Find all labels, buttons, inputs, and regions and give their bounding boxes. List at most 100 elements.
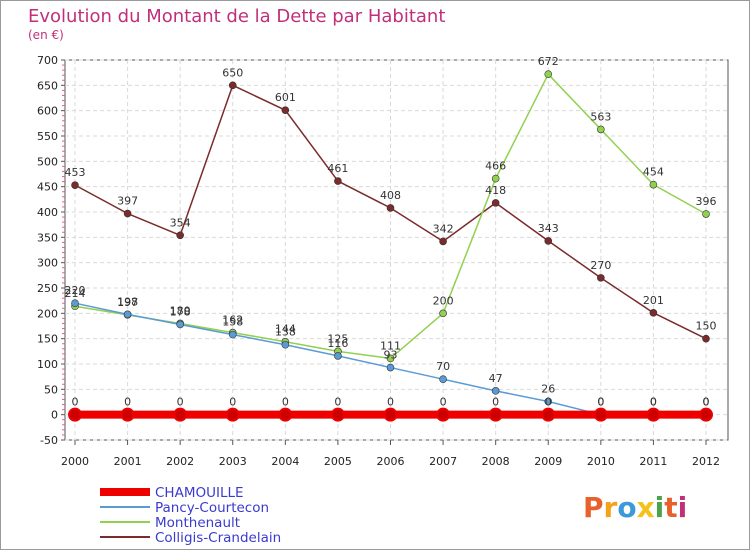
data-label: 563 [590, 110, 611, 123]
data-point [383, 407, 398, 422]
data-label: 111 [380, 339, 401, 352]
y-tick-label: 400 [37, 206, 58, 219]
data-label: 461 [327, 162, 348, 175]
legend-label: Colligis-Crandelain [155, 530, 281, 546]
data-label: 0 [545, 396, 552, 409]
chart-title: Evolution du Montant de la Dette par Hab… [28, 6, 445, 27]
data-point [649, 309, 658, 317]
data-point [173, 407, 188, 422]
data-label: 0 [334, 396, 341, 409]
y-tick-label: 700 [37, 54, 58, 67]
data-point [699, 407, 713, 422]
data-label: 397 [117, 195, 138, 208]
data-point [702, 334, 710, 343]
data-label: 418 [485, 184, 506, 197]
y-tick-label: 50 [44, 383, 58, 396]
plot-area [64, 59, 729, 441]
data-point [439, 375, 447, 384]
data-label: 200 [433, 294, 454, 307]
y-tick-label: 500 [37, 155, 58, 168]
data-label: 270 [590, 259, 611, 272]
x-axis: 2000 2001 2002 2003 2004 2005 2006 2007 2008 2009… [61, 440, 720, 468]
data-label: 408 [380, 189, 401, 202]
data-label: 0 [282, 396, 289, 409]
data-point [334, 352, 342, 360]
y-tick-label: -50 [40, 434, 58, 447]
series-colligis-crandelain [71, 81, 710, 343]
y-tick-label: 300 [37, 257, 58, 270]
data-label: 0 [177, 396, 184, 409]
data-label: 454 [643, 166, 664, 179]
x-tick-label: 2006 [377, 455, 405, 468]
data-label: 0 [650, 396, 657, 409]
data-label: 178 [170, 305, 191, 318]
data-point [597, 125, 605, 134]
data-label: 343 [538, 222, 559, 235]
data-label: 601 [275, 91, 296, 104]
data-point [649, 180, 658, 189]
y-tick-label: 350 [37, 231, 58, 244]
data-point [228, 81, 237, 90]
y-tick-label: 0 [51, 409, 58, 422]
series-group: 0 0 0 0 0 0 0 0 0 0 0 0 0 220 198 178 158 138 116 93 70 47 260… [65, 55, 717, 422]
data-label: 0 [124, 396, 131, 409]
y-tick-label: 550 [37, 130, 58, 143]
data-point [330, 407, 345, 422]
data-point [439, 309, 447, 318]
x-tick-label: 2000 [61, 455, 89, 468]
data-point [281, 106, 290, 114]
data-label: 47 [489, 372, 503, 385]
y-tick-label: 200 [37, 307, 58, 320]
legend: CHAMOUILLEPancy-CourteconMonthenaultColl… [100, 485, 281, 546]
data-point [488, 407, 503, 422]
x-tick-label: 2005 [324, 455, 352, 468]
x-tick-label: 2004 [271, 455, 299, 468]
data-point [491, 387, 500, 395]
data-point [176, 320, 184, 329]
data-label: 150 [696, 320, 717, 333]
data-label: 396 [696, 195, 717, 208]
data-label: 214 [65, 287, 86, 300]
y-tick-label: 100 [37, 358, 58, 371]
data-label: 0 [703, 396, 710, 409]
x-tick-label: 2001 [114, 455, 142, 468]
y-tick-label: 450 [37, 181, 58, 194]
logo-text: Proxiti [583, 491, 687, 524]
y-tick-label: 650 [37, 79, 58, 92]
data-label: 70 [436, 360, 450, 373]
data-point [541, 407, 556, 422]
data-point [491, 199, 500, 207]
data-label: 220 [65, 284, 86, 297]
data-label: 162 [222, 314, 243, 327]
x-tick-label: 2009 [534, 455, 562, 468]
data-point [702, 210, 710, 218]
data-point [228, 330, 237, 339]
data-label: 201 [643, 294, 664, 307]
data-point [544, 397, 553, 406]
data-label: 125 [327, 332, 348, 345]
data-point [120, 407, 135, 422]
data-label: 93 [384, 349, 398, 362]
y-tick-label: 150 [37, 333, 58, 346]
data-point [386, 204, 395, 212]
data-point [593, 407, 608, 422]
data-point [386, 363, 395, 372]
data-label: 0 [229, 396, 236, 409]
data-label: 453 [65, 166, 86, 179]
data-point [436, 407, 451, 422]
data-label: 672 [538, 55, 559, 68]
data-point [278, 407, 293, 422]
x-tick-label: 2012 [692, 455, 720, 468]
data-point [123, 209, 132, 218]
data-label: 342 [433, 222, 454, 235]
data-label: 26 [541, 382, 555, 395]
data-point [123, 310, 132, 319]
series-chamouille [68, 407, 713, 422]
data-point [439, 237, 447, 246]
data-point [386, 354, 395, 363]
data-labels-colligis-crandelain: 453 397 354 650 601 461 408 342 418 343 270 201 150 [65, 66, 717, 332]
x-tick-label: 2011 [639, 455, 667, 468]
data-label: 0 [492, 396, 499, 409]
data-label: 0 [440, 396, 447, 409]
